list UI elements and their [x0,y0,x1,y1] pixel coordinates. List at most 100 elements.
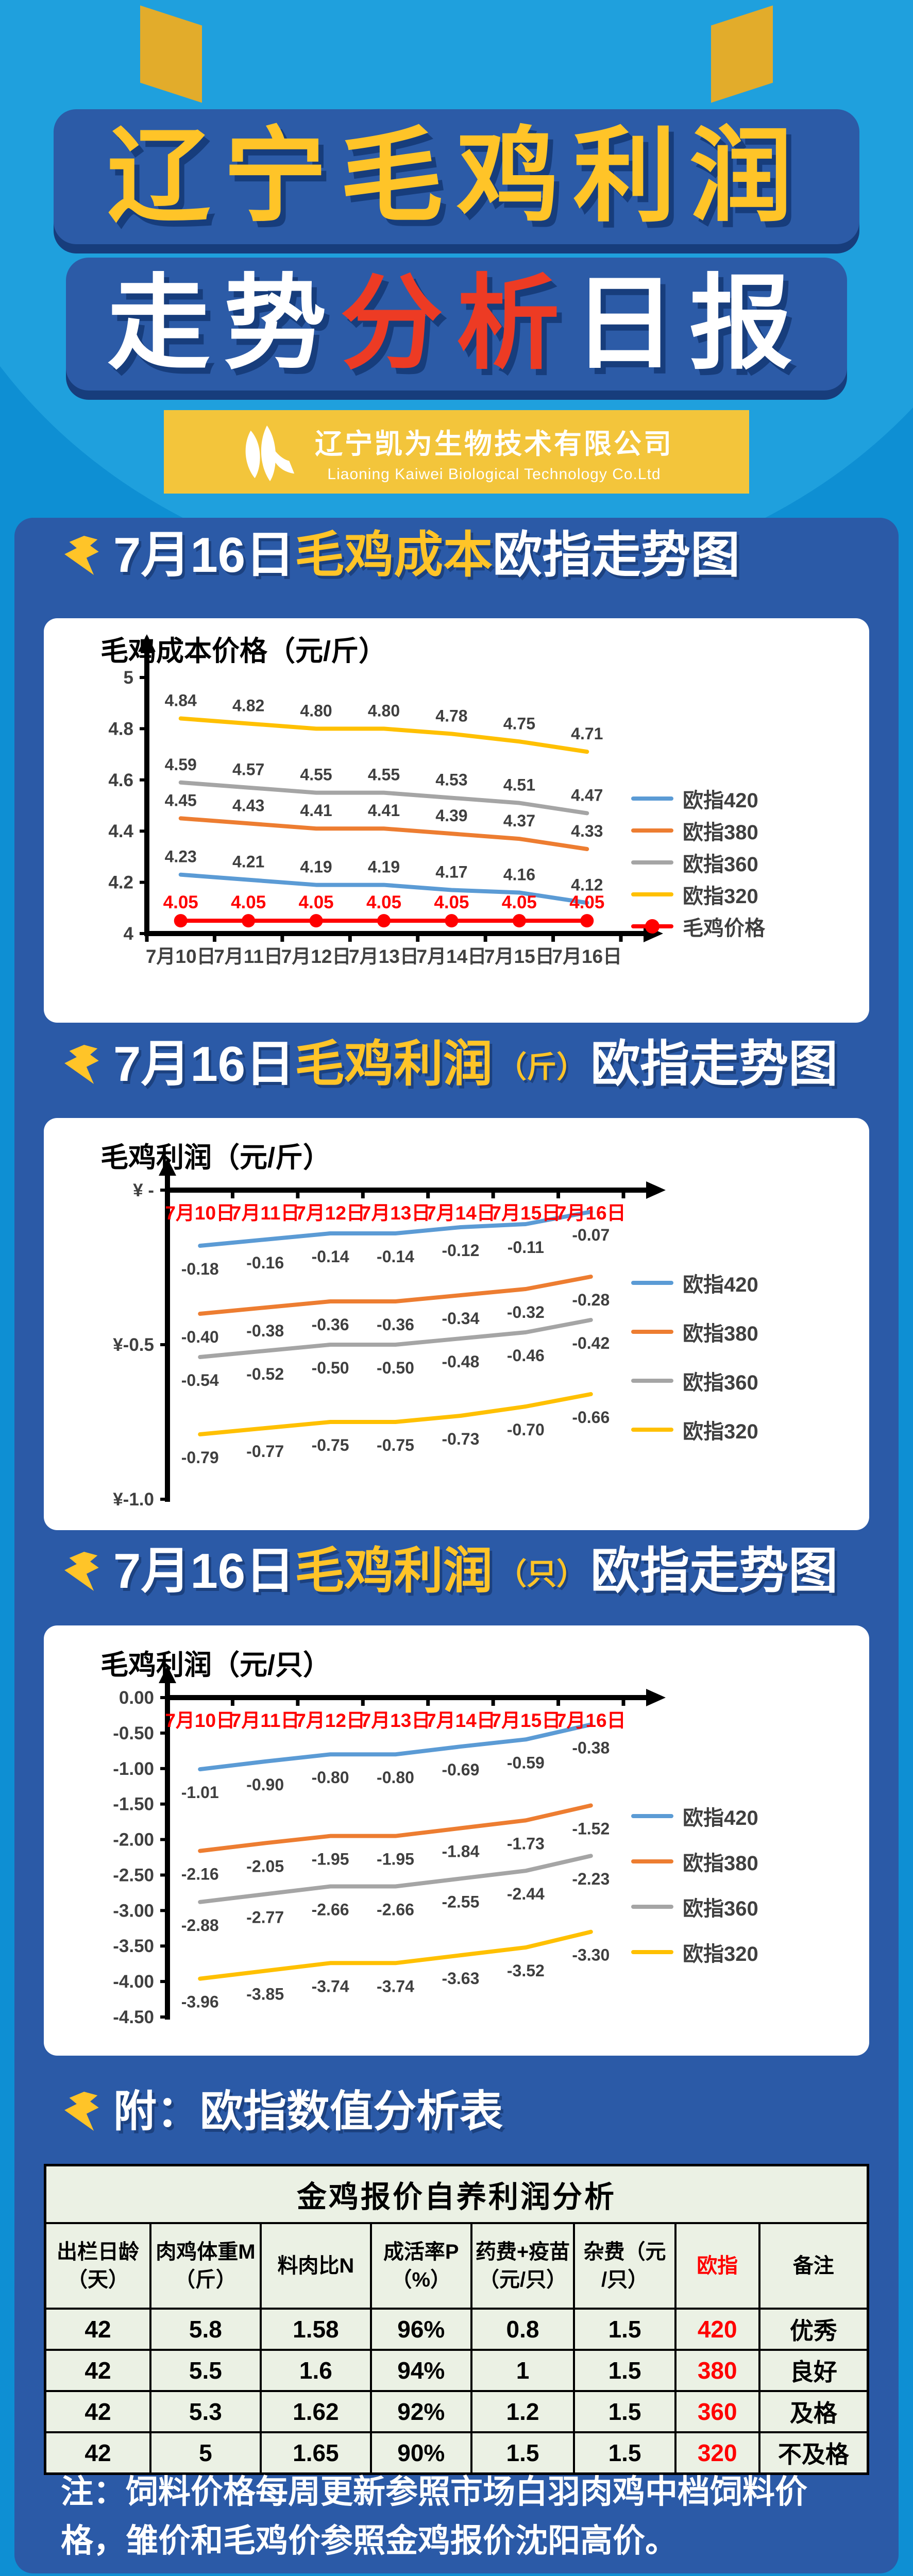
x-tick-label: 7月16日 [552,946,622,967]
table-cell: 1.5 [573,2431,677,2475]
legend-label: 毛鸡价格 [683,917,765,940]
data-label: -2.88 [181,1916,219,1935]
data-label: 4.78 [435,706,467,725]
x-tick-label: 7月11日 [231,1202,300,1224]
x-tick-label: 7月12日 [281,946,351,967]
cost-chart-card: 毛鸡成本价格（元/斤） 4.23 4.21 4.19 4.19 4.17 4.16 4.12 4… [44,618,869,1023]
section3-date: 7月16日 [113,1544,295,1599]
data-label: -0.40 [181,1328,219,1346]
data-label: 4.05 [366,892,401,912]
data-label: -2.16 [181,1865,219,1884]
table-title: 金鸡报价自养利润分析 [44,2164,869,2224]
legend-swatch [631,796,673,801]
hero-title-line2-c: 日报 [573,266,806,381]
y-tick-label: ¥-0.5 [113,1335,154,1355]
legend-swatch [631,1859,673,1863]
data-label: -0.14 [377,1247,414,1266]
profit-per-jin-chart-card: 毛鸡利润（元/斤） -0.18 -0.16 -0.14 -0.14 -0.12 -0.11 -… [44,1118,869,1530]
company-name-en: Liaoning Kaiwei Biological Technology Co… [327,465,661,483]
y-axis-arrow [138,634,156,652]
data-label: -0.70 [507,1420,545,1439]
table-cell: 42 [44,2349,151,2392]
section2-unit: （斤） [497,1050,587,1084]
x-tick-label: 7月12日 [295,1710,365,1731]
table-cell: 1.6 [259,2349,372,2392]
series-line [198,1318,593,1359]
legend-swatch [631,828,673,833]
series-marker [309,914,323,928]
series-line [178,816,589,851]
chart-title: 毛鸡利润（元/斤） [100,1142,331,1173]
data-label: -3.85 [246,1985,284,2003]
data-label: -0.80 [377,1768,414,1787]
x-axis-arrow [646,1181,666,1199]
data-label: -0.38 [572,1738,610,1757]
table-header-cell: 肉鸡体重M （斤） [149,2222,262,2310]
legend-label: 欧指420 [683,789,758,812]
data-label: -0.52 [246,1365,284,1383]
y-tick-label: -1.00 [113,1759,154,1779]
table-cell: 42 [44,2390,151,2433]
company-name-cn: 辽宁凯为生物技术有限公司 [315,428,673,460]
series-marker [242,914,256,928]
appendix-header-text: 附：欧指数值分析表 [113,2087,503,2136]
data-label: -2.23 [572,1870,610,1888]
table-row: 42 5.5 1.6 94% 1 1.5 380 良好 [44,2349,869,2392]
table-cell: 5.3 [149,2390,262,2433]
legend-item: 欧指320 [631,1942,758,1965]
section2-suffix: 欧指走势图 [590,1037,838,1092]
x-tick-label: 7月10日 [165,1202,235,1224]
y-tick-label: 5 [124,668,133,688]
section-header-profit-jin: 7月16日 毛鸡利润 （斤） 欧指走势图 [61,1040,838,1089]
data-label: -2.66 [377,1900,414,1919]
series-marker [580,914,594,928]
legend-label: 欧指320 [683,885,758,908]
x-tick-label: 7月15日 [491,1710,561,1731]
section1-highlight: 毛鸡成本 [295,528,493,583]
y-axis-arrow [159,1158,176,1176]
data-label: 4.43 [232,796,264,815]
x-tick-label: 7月14日 [426,1710,496,1731]
x-tick-label: 7月13日 [349,946,419,967]
data-label: 4.05 [434,892,469,912]
table-cell: 1.5 [470,2431,576,2475]
data-label: -3.74 [312,1977,349,1995]
data-label: -3.30 [572,1946,610,1964]
legend-swatch [631,1281,673,1285]
data-label: -2.55 [442,1892,479,1911]
y-tick-label: -2.00 [113,1830,154,1850]
footnote: 注：饲料价格每周更新参照市场白羽肉鸡中档饲料价格，雏价和毛鸡价参照金鸡报价沈阳高… [61,2474,807,2559]
company-logo-icon [245,425,295,482]
data-label: 4.41 [300,801,332,820]
table-cell: 92% [369,2390,472,2433]
section1-suffix: 欧指走势图 [493,528,740,583]
data-label: -3.74 [377,1977,414,1995]
y-tick-label: 4.4 [108,821,133,841]
legend-item: 欧指320 [631,884,765,908]
data-label: -1.95 [312,1850,349,1869]
data-label: -0.12 [442,1241,479,1260]
series-line [198,1275,593,1316]
table-cell: 380 [674,2349,760,2392]
section1-date: 7月16日 [113,528,295,583]
data-label: 4.84 [165,691,197,710]
data-label: -0.18 [181,1260,219,1278]
x-tick-label: 7月15日 [484,946,554,967]
legend-label: 欧指380 [683,821,758,844]
data-label: -0.42 [572,1334,610,1352]
data-label: -3.96 [181,1993,219,2011]
legend-label: 欧指320 [683,1943,758,1965]
table-header-cell: 药费+疫苗 （元/只） [470,2222,576,2310]
cost-chart-legend: 欧指420 欧指380 欧指360 欧指320 毛鸡价格 [631,788,765,940]
hero-title-line2-a: 走势 [107,266,340,381]
y-axis-arrow [159,1666,176,1683]
series-line [178,716,589,754]
section3-unit: （只） [497,1557,587,1591]
series-line [198,1722,593,1772]
section-header-appendix: 附：欧指数值分析表 [61,2090,503,2133]
series-marker [512,914,526,928]
data-label: -1.52 [572,1819,610,1838]
y-tick-label: -4.50 [113,2007,154,2027]
table-cell: 1.65 [259,2431,372,2475]
data-label: -0.28 [572,1291,610,1309]
